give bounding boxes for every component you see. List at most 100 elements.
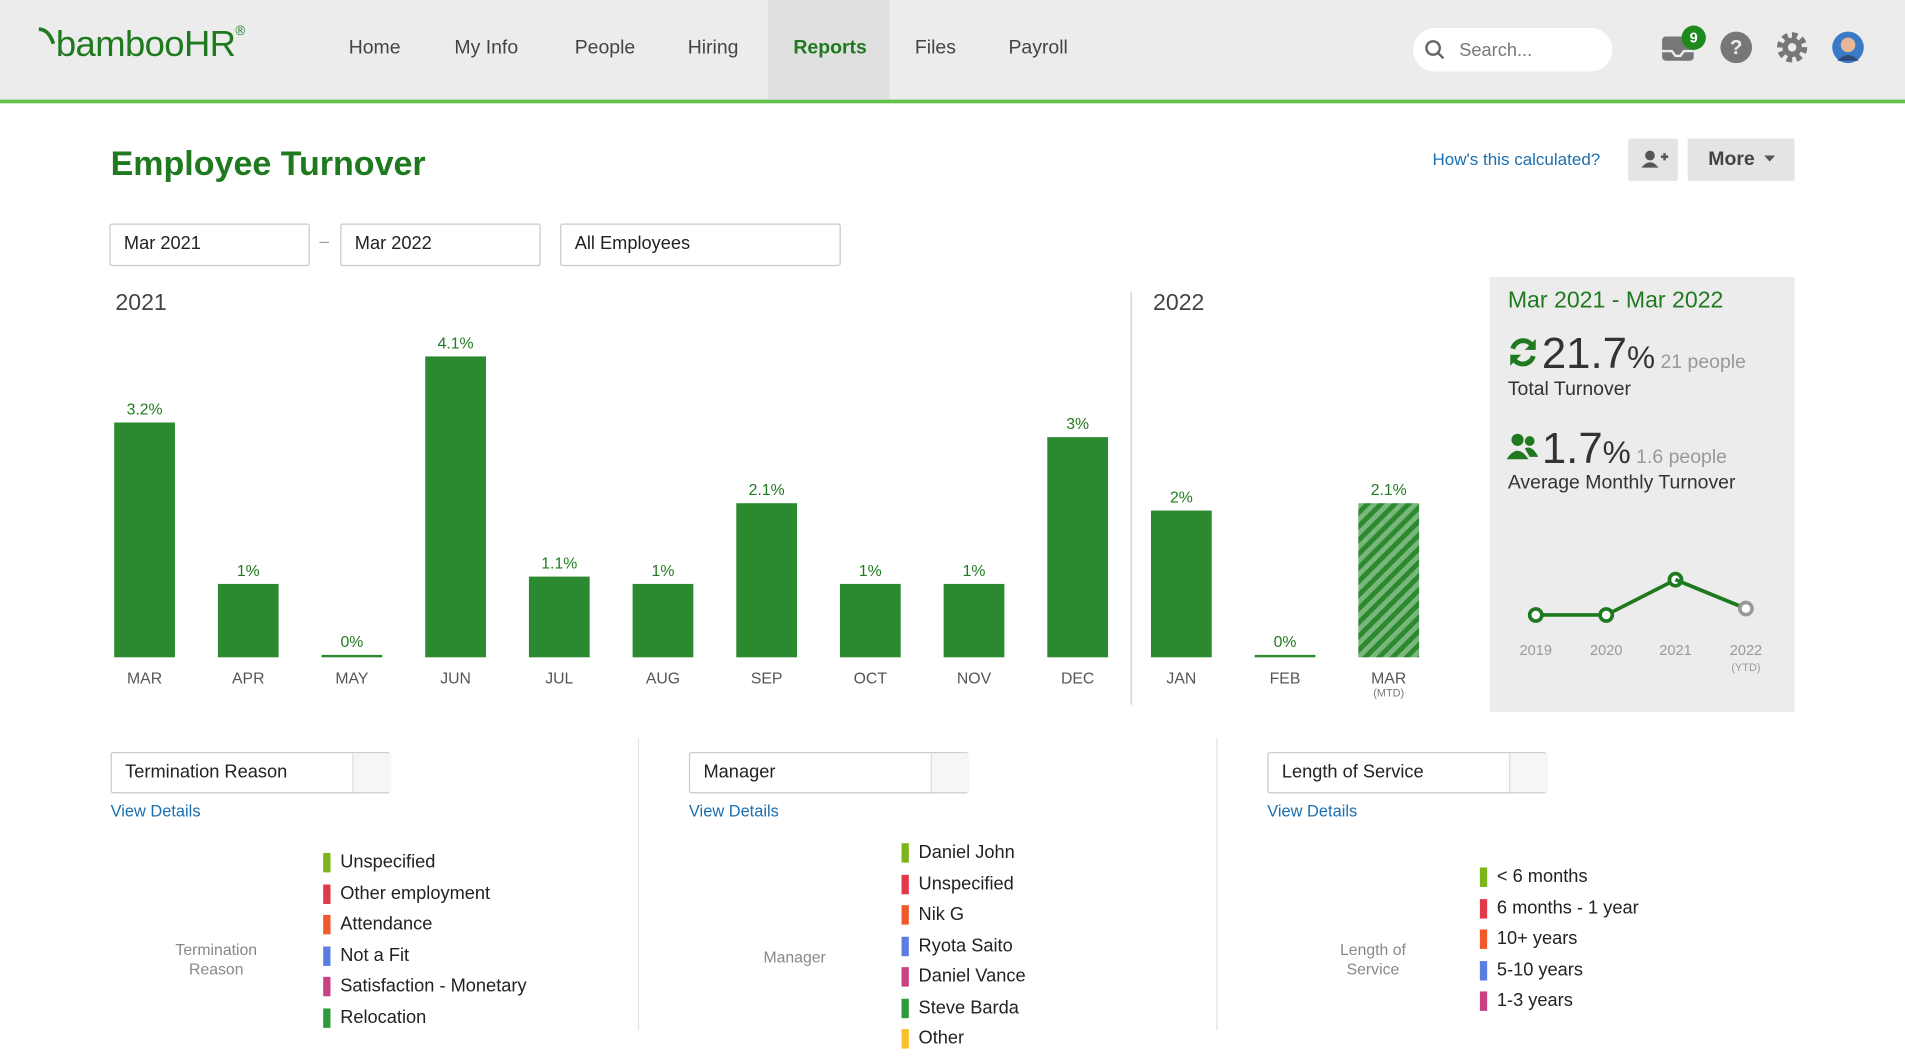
- legend-label: Unspecified: [918, 872, 1014, 894]
- caret: [1764, 155, 1776, 162]
- legend-swatch: [901, 998, 909, 1018]
- total-label: Total Turnover: [1507, 379, 1632, 400]
- point: [1738, 600, 1754, 617]
- search-box[interactable]: Search...: [1413, 27, 1613, 72]
- divider: [637, 738, 640, 1031]
- legend-swatch: [1479, 898, 1488, 918]
- legend-label: Nik G: [918, 903, 965, 925]
- range-dash: –: [319, 230, 330, 251]
- average-value: 1.7: [1541, 422, 1603, 473]
- settings-icon[interactable]: [1775, 30, 1811, 66]
- bar: [321, 654, 383, 658]
- legend-label: Relocation: [340, 1006, 427, 1028]
- start-date[interactable]: Mar 2021: [109, 223, 310, 267]
- legend-swatch: [901, 967, 909, 987]
- x-tick-label: FEB: [1270, 670, 1301, 687]
- legend-swatch: [323, 914, 331, 935]
- logo[interactable]: bambooHR®: [56, 24, 245, 65]
- x-tick-label: 2020: [1590, 643, 1622, 659]
- value-label: 1%: [237, 563, 260, 580]
- legend-swatch: [901, 936, 909, 956]
- x-tick-label: 2022: [1730, 643, 1762, 659]
- nav-item[interactable]: Files: [914, 37, 956, 59]
- divider: [1216, 738, 1218, 1031]
- bar: [736, 503, 798, 658]
- legend-label: Not a Fit: [340, 944, 410, 966]
- x-tick-label: DEC: [1061, 670, 1094, 687]
- bar: [528, 576, 590, 658]
- average-unit: %: [1602, 433, 1631, 471]
- x-tick-label: MAR: [1371, 670, 1406, 687]
- notification-count: 9: [1690, 31, 1698, 47]
- turnover-icon: [1510, 338, 1536, 367]
- logo-text: bambooHR: [55, 24, 236, 65]
- legend-swatch: [323, 883, 331, 904]
- legend-swatch: [1479, 991, 1488, 1011]
- select-caret: [352, 753, 392, 793]
- view-details-link[interactable]: View Details: [688, 801, 779, 821]
- logo-leaf: [38, 27, 56, 45]
- nav-item[interactable]: My Info: [454, 37, 519, 59]
- legend-label: 6 months - 1 year: [1496, 897, 1639, 918]
- nav-item[interactable]: People: [574, 37, 636, 59]
- value-label: 1%: [652, 563, 675, 580]
- legend-swatch: [901, 874, 909, 894]
- select-caret: [1509, 753, 1548, 793]
- value-label: 1.1%: [541, 556, 577, 573]
- legend-label: 5-10 years: [1496, 959, 1583, 980]
- view-details-link[interactable]: View Details: [110, 801, 201, 821]
- breakdown-select[interactable]: Length of Service: [1267, 752, 1548, 794]
- nav-item[interactable]: Home: [348, 37, 401, 59]
- legend-label: Ryota Saito: [918, 934, 1013, 956]
- legend-label: Other employment: [340, 882, 491, 904]
- breakdown-select[interactable]: Termination Reason: [110, 752, 392, 794]
- svg-text:?: ?: [1730, 36, 1743, 59]
- nav-item[interactable]: Payroll: [1008, 37, 1068, 59]
- value-label: 3.2%: [127, 402, 163, 419]
- end-date[interactable]: Mar 2022: [340, 223, 541, 267]
- more-button[interactable]: More: [1687, 138, 1795, 182]
- legend-label: Other: [918, 1027, 965, 1049]
- help-link[interactable]: How's this calculated?: [1432, 149, 1601, 169]
- value-label: 2.1%: [1371, 482, 1407, 499]
- legend-swatch: [1479, 867, 1488, 887]
- legend-label: 1-3 years: [1496, 990, 1573, 1011]
- select-caret: [930, 753, 970, 793]
- page-title: Employee Turnover: [110, 144, 426, 183]
- inbox-icon[interactable]: 9: [1660, 24, 1709, 68]
- x-tick-note: (MTD): [1373, 688, 1404, 700]
- active-tab: [767, 0, 890, 100]
- help-icon[interactable]: ?: [1719, 30, 1755, 66]
- total-value: 21.7: [1541, 328, 1627, 378]
- value-label: 3%: [1066, 416, 1089, 433]
- avatar[interactable]: [1831, 30, 1867, 66]
- bar: [1358, 503, 1420, 658]
- add-user-button[interactable]: [1628, 138, 1678, 182]
- employee-filter[interactable]: All Employees: [560, 223, 841, 267]
- search-placeholder: Search...: [1459, 40, 1533, 61]
- yearly-turnover-chart: 2019 2020 2021 2022 (YTD): [1520, 571, 1762, 674]
- select-label: Length of Service: [1281, 761, 1424, 783]
- legend-swatch: [1479, 929, 1488, 949]
- legend-swatch: [323, 1007, 331, 1028]
- value-label: 4.1%: [438, 335, 474, 352]
- view-details-link[interactable]: View Details: [1267, 801, 1358, 821]
- nav-item[interactable]: Hiring: [687, 37, 739, 59]
- top-bar: bambooHR® Home My Info People Hiring Reports…: [0, 0, 1905, 104]
- point: [1527, 607, 1544, 623]
- bar: [425, 356, 486, 658]
- x-tick-label: APR: [232, 670, 264, 687]
- legend-label: Satisfaction - Monetary: [340, 975, 527, 997]
- x-tick-label: JAN: [1166, 670, 1196, 687]
- add-user-icon: [1641, 150, 1669, 168]
- summary-period: Mar 2021 - Mar 2022: [1507, 287, 1724, 314]
- nav-item[interactable]: Reports: [793, 37, 867, 59]
- legend-label: Daniel Vance: [918, 965, 1026, 987]
- monthly-turnover-chart: 2021 2022 3.2% MAR 1% APR 0% MAY 4.1% JUN 1.1% JUL 1…: [114, 289, 1420, 705]
- point: [1598, 607, 1615, 623]
- bar: [632, 583, 694, 658]
- x-tick-label: OCT: [854, 670, 888, 687]
- bar: [217, 583, 279, 658]
- breakdown-select[interactable]: Manager: [688, 752, 970, 794]
